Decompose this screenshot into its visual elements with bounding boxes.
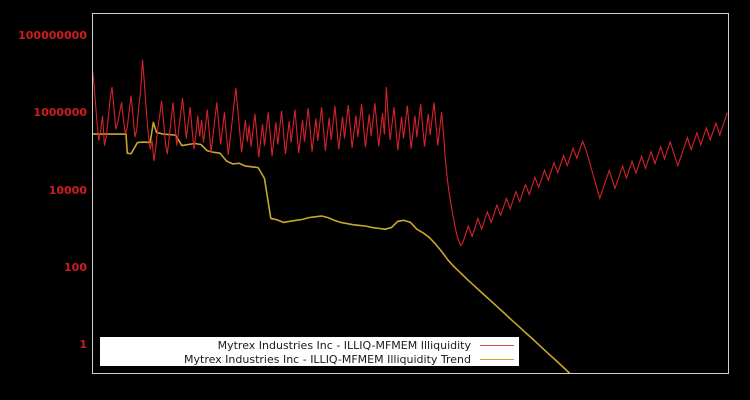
plot-svg — [93, 59, 728, 373]
legend-entry-illiquidity-trend[interactable]: Mytrex Industries Inc - ILLIQ-MFMEM Illi… — [101, 353, 518, 366]
series-line-illiquidity-trend — [93, 121, 571, 373]
y-tick-label: 10000 — [48, 183, 87, 197]
chart-legend: Mytrex Industries Inc - ILLIQ-MFMEM Illi… — [100, 337, 519, 366]
legend-label-illiquidity-trend: Mytrex Industries Inc - ILLIQ-MFMEM Illi… — [184, 353, 471, 366]
y-tick-label: 1 — [79, 338, 87, 352]
plot-area — [92, 13, 729, 374]
legend-swatch-illiquidity-trend — [480, 359, 514, 360]
y-tick-label: 100000000 — [18, 29, 87, 43]
y-axis-tick-labels: 1 100 10000 1000000 100000000 — [0, 0, 87, 400]
legend-swatch-illiquidity — [480, 345, 514, 346]
legend-entry-illiquidity[interactable]: Mytrex Industries Inc - ILLIQ-MFMEM Illi… — [101, 339, 518, 352]
legend-label-illiquidity: Mytrex Industries Inc - ILLIQ-MFMEM Illi… — [217, 339, 471, 352]
series-line-illiquidity — [93, 59, 728, 247]
y-tick-label: 1000000 — [33, 106, 87, 120]
y-tick-label: 100 — [64, 260, 87, 274]
